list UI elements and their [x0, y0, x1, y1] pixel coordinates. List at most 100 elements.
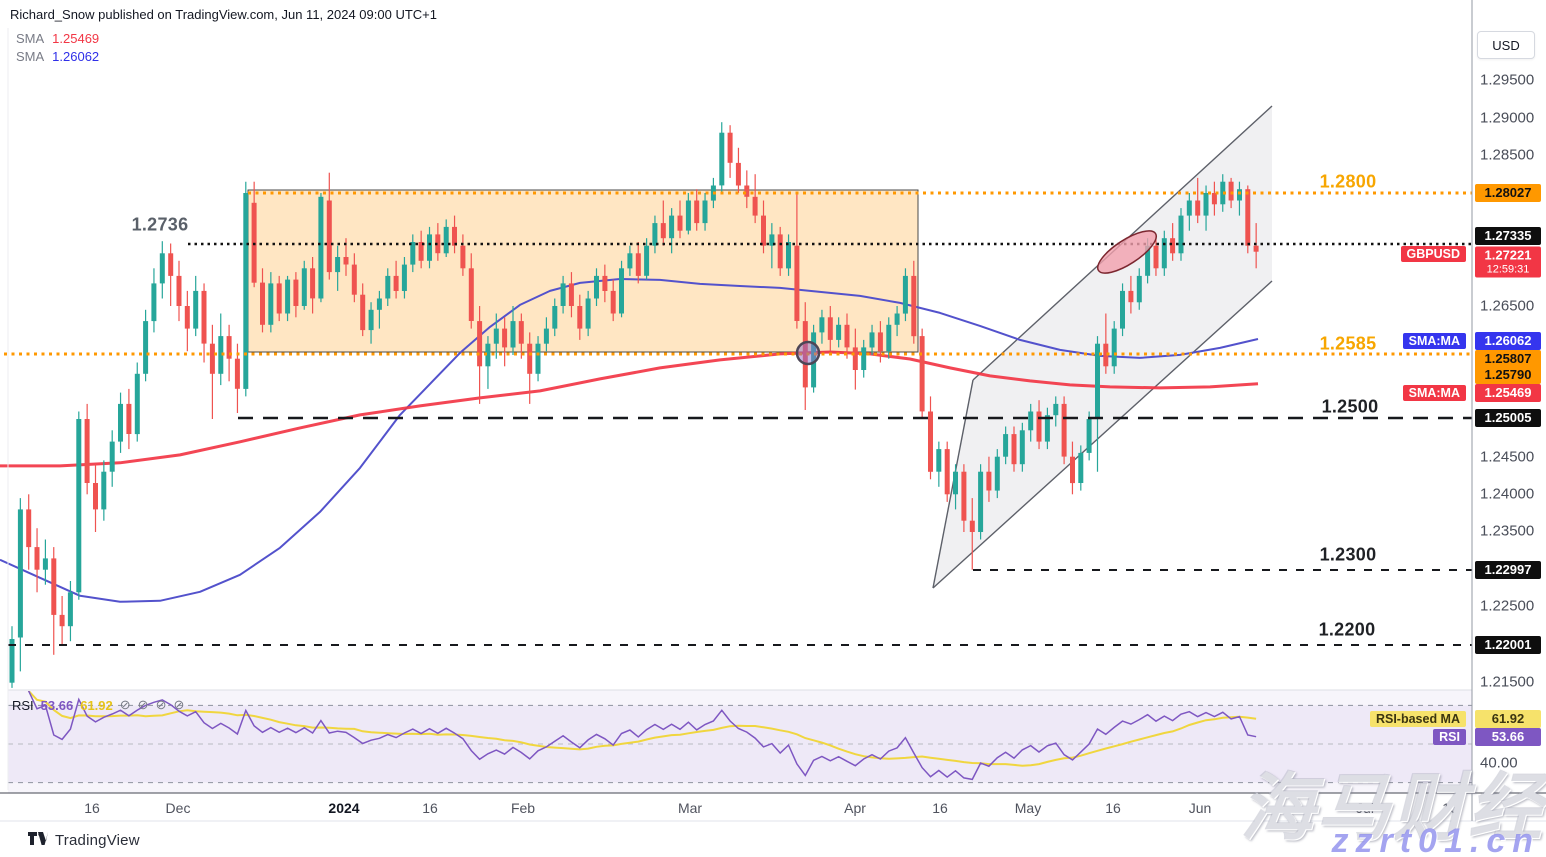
time-label-16-12[interactable]: 16	[1442, 800, 1458, 816]
time-label-Jul-11[interactable]: Jul	[1356, 800, 1374, 816]
candle-body	[468, 268, 474, 321]
candle-body	[1228, 181, 1234, 201]
candle-body	[385, 275, 391, 299]
time-label-Jun-10[interactable]: Jun	[1188, 800, 1212, 816]
time-label-May-8[interactable]: May	[1014, 800, 1042, 816]
time-label-Dec-1[interactable]: Dec	[165, 800, 191, 816]
time-label-16-3[interactable]: 16	[422, 800, 438, 816]
candle-body	[1203, 193, 1209, 216]
tradingview-footer[interactable]: TradingView	[28, 831, 140, 849]
candle-body	[393, 275, 399, 291]
candle-body	[644, 245, 650, 276]
candle-body	[301, 268, 307, 306]
channel-fill[interactable]	[933, 106, 1272, 588]
sma-slow-legend-label: SMA	[16, 49, 45, 64]
sma-fast-label-badge[interactable]: SMA:MA	[1402, 385, 1466, 401]
candle-body	[744, 185, 750, 197]
candle-body	[143, 321, 149, 374]
level-122997-axis-badge[interactable]: 1.22997	[1475, 561, 1541, 579]
candle-body	[93, 483, 98, 510]
candle-body	[861, 347, 867, 370]
candle-body	[1095, 343, 1100, 419]
time-label-2024-2[interactable]: 2024	[328, 800, 360, 816]
candle-body	[1161, 238, 1167, 269]
rsi-label-badge[interactable]: RSI	[1433, 729, 1466, 745]
candle-body	[552, 306, 558, 329]
candle-body	[76, 419, 82, 593]
sma-slow-axis-badge[interactable]: 1.26062	[1475, 332, 1541, 350]
price-level-label-1.2800: 1.2800	[1319, 171, 1377, 192]
ellipse-annotation[interactable]	[1092, 223, 1162, 280]
price-level-label-1.2500: 1.2500	[1321, 396, 1379, 417]
rsi-settings-icon[interactable]: ⊘	[137, 697, 149, 712]
candle-body	[351, 264, 357, 295]
time-label-16-0[interactable]: 16	[84, 800, 100, 816]
rsi-based-ma-label-badge[interactable]: RSI-based MA	[1369, 711, 1466, 727]
candle-body	[635, 253, 641, 276]
candle-body	[168, 253, 174, 276]
range-box[interactable]	[247, 189, 919, 353]
candle-body	[518, 321, 524, 344]
candle-body	[961, 471, 967, 521]
candle-body	[911, 275, 917, 337]
currency-toggle-button[interactable]: USD	[1477, 31, 1535, 59]
candle-body	[368, 309, 374, 331]
level-125005-axis-badge[interactable]: 1.25005	[1475, 409, 1541, 427]
level-122001-axis-badge[interactable]: 1.22001	[1475, 636, 1541, 654]
gbpusd-price-axis-badge[interactable]: 1.27221 12:59:31	[1475, 246, 1541, 278]
rsi-ma-line[interactable]	[27, 691, 1257, 767]
candle-body	[260, 282, 265, 325]
rsi-axis-badge[interactable]: 53.66	[1475, 728, 1541, 746]
sma-fast-line[interactable]	[0, 350, 1259, 468]
sma-fast-legend-row[interactable]: SMA 1.25469	[16, 31, 99, 46]
sma-slow-label-badge[interactable]: SMA:MA	[1402, 333, 1466, 349]
candle-body	[109, 441, 115, 472]
rsi-ma-legend-value: 61.92	[80, 697, 113, 713]
candle-body	[1136, 275, 1142, 303]
candle-body	[209, 343, 215, 374]
candle-body	[1170, 238, 1176, 254]
candle-body	[176, 275, 182, 306]
candle-body	[151, 283, 157, 322]
candle-body	[84, 419, 90, 483]
candle-body	[427, 234, 432, 261]
candle-body	[719, 132, 725, 186]
sma-slow-legend-row[interactable]: SMA 1.26062	[16, 49, 99, 64]
candle-body	[360, 294, 366, 331]
gbpusd-price-label-badge[interactable]: GBPUSD	[1400, 246, 1466, 262]
time-label-Mar-5[interactable]: Mar	[677, 800, 703, 816]
candle-body	[159, 253, 165, 284]
rsi-line[interactable]	[20, 657, 1257, 781]
candle-body	[1003, 434, 1009, 457]
time-label-Apr-6[interactable]: Apr	[844, 800, 866, 816]
rsi-legend-row[interactable]: RSI 53.66 61.92 ⊘ ⊘ ⊘ ⊘	[12, 697, 184, 713]
sma-slow-line[interactable]	[0, 278, 1259, 603]
candle-body	[310, 268, 316, 299]
time-label-16-7[interactable]: 16	[932, 800, 948, 816]
candle-body	[986, 471, 992, 491]
level-128027-axis-badge[interactable]: 1.28027	[1475, 184, 1541, 202]
candle-body	[435, 234, 441, 254]
candle-body	[969, 520, 975, 532]
rsi-based-ma-axis-badge[interactable]: 61.92	[1475, 710, 1541, 728]
rsi-legend-label: RSI	[12, 697, 34, 713]
orange-zone-axis-badge[interactable]: 1.25807 1.25790	[1475, 350, 1541, 384]
rsi-hide-icon[interactable]: ⊘	[119, 697, 131, 712]
price-level-label-1.2736: 1.2736	[131, 214, 189, 235]
candle-body	[418, 242, 424, 261]
rsi-delete-icon[interactable]: ⊘	[155, 697, 167, 712]
time-label-Feb-4[interactable]: Feb	[510, 800, 536, 816]
candle-body	[928, 411, 933, 472]
lower-channel-line[interactable]	[932, 280, 1273, 589]
level-127335-axis-badge[interactable]: 1.27335	[1475, 227, 1541, 245]
candle-body	[118, 403, 123, 442]
rsi-more-icon[interactable]: ⊘	[173, 697, 185, 712]
time-label-16-9[interactable]: 16	[1105, 800, 1121, 816]
tradingview-brand-text: TradingView	[55, 831, 140, 849]
candle-body	[1086, 419, 1092, 453]
sma-fast-axis-badge[interactable]: 1.25469	[1475, 384, 1541, 402]
circle-annotation[interactable]	[795, 340, 821, 366]
candle-body	[485, 343, 491, 367]
candle-body	[953, 471, 958, 495]
